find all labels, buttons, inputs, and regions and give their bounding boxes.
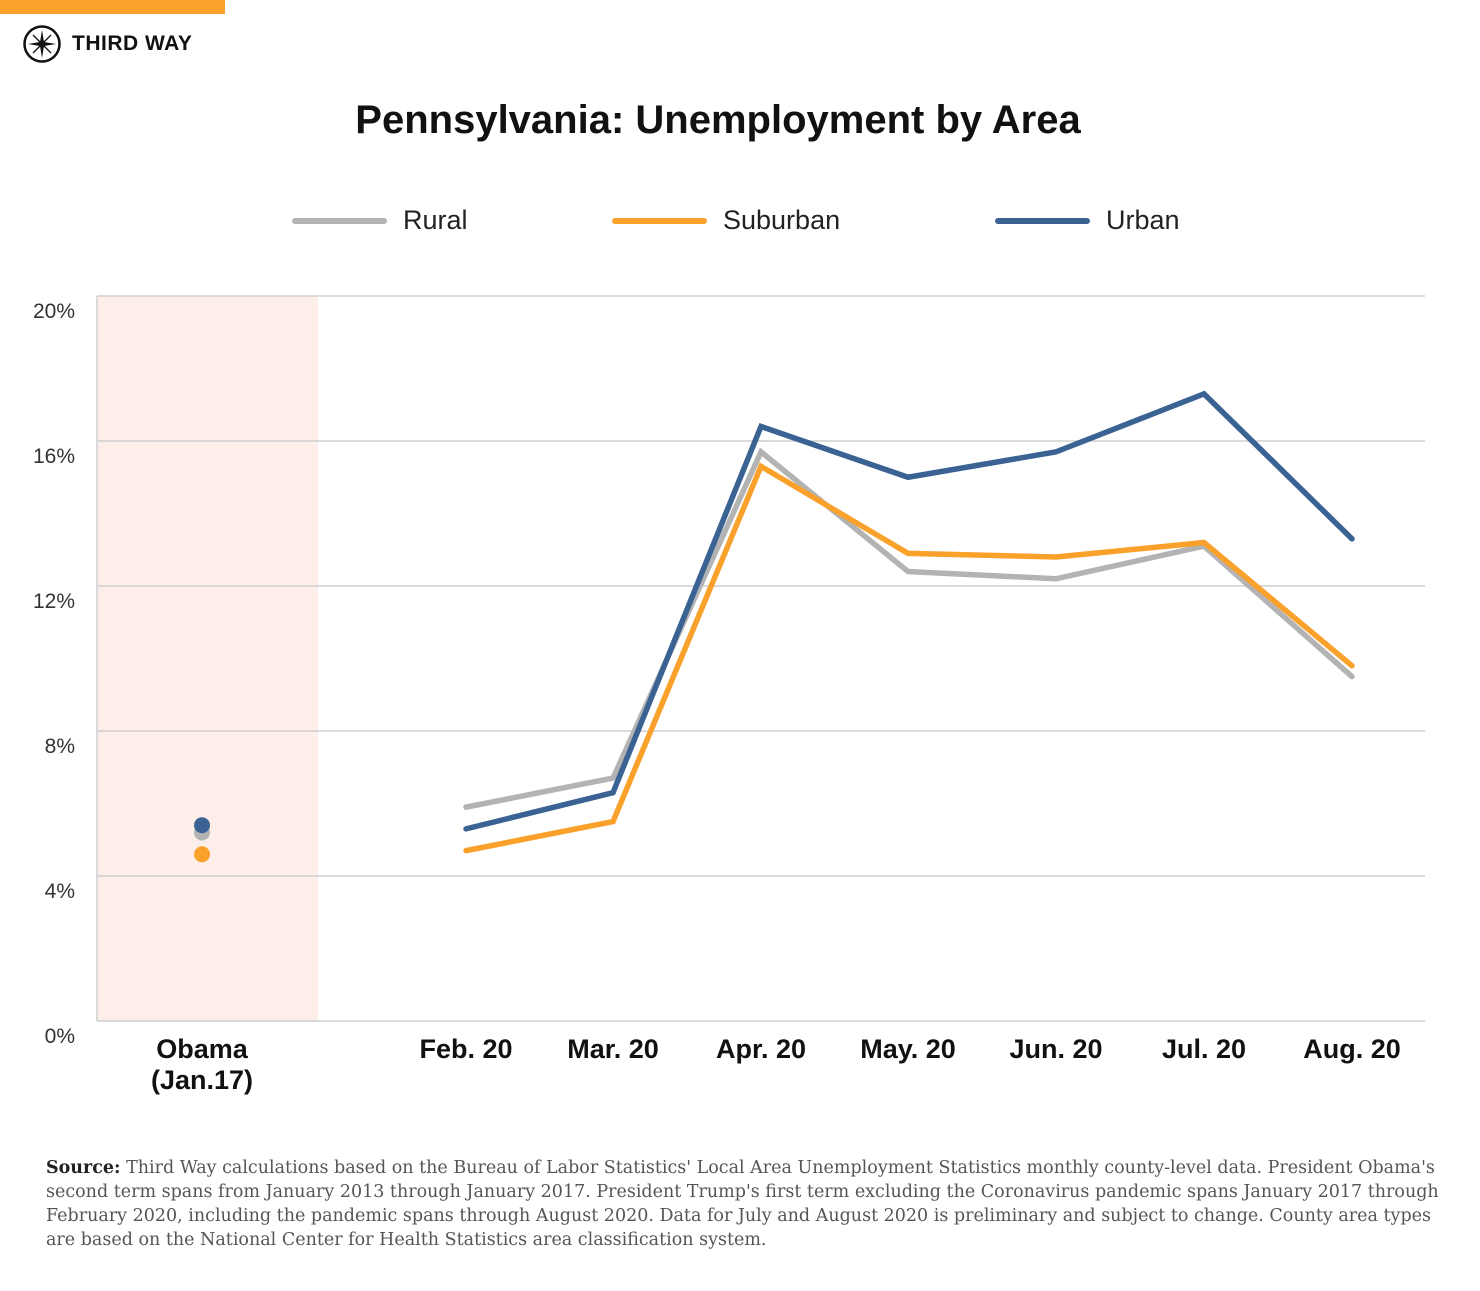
series-line-rural (463, 447, 1355, 810)
x-tick-label: Jul. 20 (1162, 1034, 1246, 1064)
line-chart: 0% 4% 8% 12% 16% 20% Obama(Jan.17) Feb. 20 Mar. … (33, 295, 1425, 1095)
x-tick-label: Obama (156, 1034, 249, 1064)
x-tick-label: Mar. 20 (567, 1034, 659, 1064)
x-tick-label: Apr. 20 (716, 1034, 806, 1064)
x-tick-label: Aug. 20 (1303, 1034, 1401, 1064)
x-tick-label: Jun. 20 (1009, 1034, 1102, 1064)
y-tick-label: 0% (45, 1025, 75, 1048)
x-tick-label: Feb. 20 (419, 1034, 512, 1064)
source-label: Source: (46, 1158, 121, 1178)
compass-star-icon (23, 25, 61, 63)
legend-label-suburban: Suburban (723, 205, 841, 235)
y-tick-label: 12% (33, 590, 75, 613)
legend-swatch-urban (995, 217, 1090, 224)
source-text: Third Way calculations based on the Bure… (46, 1158, 1439, 1250)
obama-term-shading (97, 296, 318, 1021)
source-note: Source: Third Way calculations based on … (46, 1156, 1446, 1252)
y-tick-label: 20% (33, 300, 75, 323)
y-tick-label: 4% (45, 880, 75, 903)
x-tick-label: May. 20 (860, 1034, 956, 1064)
series-line-urban (463, 390, 1355, 832)
brand-accent-bar (0, 0, 225, 14)
x-tick-label: (Jan.17) (151, 1065, 253, 1095)
brand-name: THIRD WAY (72, 32, 193, 55)
legend-item-rural: Rural (292, 205, 468, 236)
legend-swatch-suburban (612, 217, 707, 224)
legend-label-urban: Urban (1106, 205, 1180, 235)
legend: Rural Suburban Urban (0, 205, 1480, 245)
legend-swatch-rural (292, 217, 387, 224)
legend-item-suburban: Suburban (612, 205, 840, 236)
third-way-logo: THIRD WAY (22, 24, 192, 64)
legend-label-rural: Rural (403, 205, 468, 235)
y-tick-label: 16% (33, 445, 75, 468)
obama-point-urban (194, 817, 210, 834)
legend-item-urban: Urban (995, 205, 1180, 236)
chart-title: Pennsylvania: Unemployment by Area (355, 98, 1081, 142)
obama-point-suburban (194, 846, 210, 863)
series-line-suburban (463, 462, 1355, 854)
y-tick-label: 8% (45, 735, 75, 758)
